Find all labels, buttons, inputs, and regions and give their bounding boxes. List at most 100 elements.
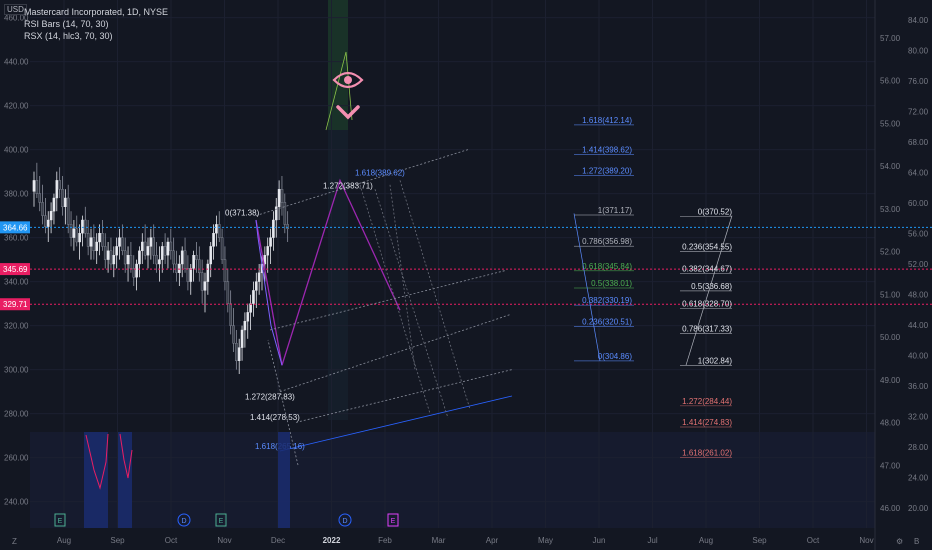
fib-level-label-right: 0(370.52) bbox=[698, 207, 733, 216]
candle bbox=[215, 224, 218, 234]
fib-level-label-right: 0.382(344.67) bbox=[682, 264, 732, 273]
candle bbox=[237, 347, 241, 362]
candle bbox=[269, 237, 272, 247]
candle bbox=[132, 268, 136, 278]
candle bbox=[115, 246, 118, 256]
candle bbox=[81, 219, 84, 234]
fib-level-label: 1(371.17) bbox=[598, 206, 633, 215]
y-right1-tick-label: 53.00 bbox=[880, 205, 901, 214]
y-left-tick-label: 360.00 bbox=[4, 234, 29, 243]
candle bbox=[138, 250, 141, 265]
y-right2-tick-label: 24.00 bbox=[908, 474, 929, 483]
x-tick-label: Apr bbox=[486, 536, 499, 545]
fib-level-label: 0.786(356.98) bbox=[582, 237, 632, 246]
pattern-leg bbox=[255, 219, 283, 366]
rsx-line bbox=[119, 433, 133, 479]
scale-mode-icon[interactable]: B bbox=[914, 537, 920, 546]
y-right1-tick-label: 49.00 bbox=[880, 376, 901, 385]
extension-label: 1.272(287.83) bbox=[245, 392, 295, 401]
y-left-tick-label: 300.00 bbox=[4, 366, 29, 375]
x-tick-label: Jun bbox=[593, 536, 606, 545]
projection-line bbox=[389, 184, 416, 370]
gear-icon[interactable]: ⚙ bbox=[896, 537, 904, 546]
candle bbox=[212, 232, 215, 247]
candle bbox=[172, 250, 175, 265]
candle bbox=[129, 254, 133, 269]
candle bbox=[75, 228, 79, 243]
candle bbox=[232, 325, 235, 344]
fib-level-label-right: 1.414(274.83) bbox=[682, 418, 732, 427]
y-right1-tick-label: 51.00 bbox=[880, 290, 901, 299]
candle bbox=[180, 250, 184, 265]
indicator-rsx[interactable]: RSX (14, hlc3, 70, 30) bbox=[24, 31, 113, 41]
fib-trend-line-right bbox=[685, 215, 733, 366]
y-right1-tick-label: 55.00 bbox=[880, 119, 901, 128]
candle bbox=[189, 268, 193, 282]
channel-line bbox=[269, 270, 506, 331]
y-right2-tick-label: 56.00 bbox=[908, 230, 929, 239]
price-badge-label: 345.69 bbox=[3, 265, 28, 274]
price-badge bbox=[0, 221, 30, 234]
y-right1-tick-label: 57.00 bbox=[880, 34, 901, 43]
timezone-icon[interactable]: Z bbox=[12, 537, 17, 546]
candle bbox=[118, 237, 121, 247]
candle bbox=[175, 263, 178, 274]
extension-label: 1.618(389.62) bbox=[355, 168, 405, 177]
x-tick-label: Aug bbox=[57, 536, 71, 545]
candle bbox=[44, 215, 47, 227]
symbol-title[interactable]: Mastercard Incorporated, 1D, NYSE bbox=[24, 7, 169, 17]
y-right1-tick-label: 46.00 bbox=[880, 504, 901, 513]
x-tick-label: Sep bbox=[110, 536, 125, 545]
x-tick-label: Mar bbox=[432, 536, 446, 545]
candle bbox=[64, 197, 67, 208]
candle bbox=[143, 241, 147, 256]
x-tick-label: Dec bbox=[271, 536, 285, 545]
x-tick-label: Aug bbox=[699, 536, 713, 545]
event-marker-label: E bbox=[391, 518, 396, 525]
y-right2-tick-label: 76.00 bbox=[908, 77, 929, 86]
fib-level-label-right: 1.272(284.44) bbox=[682, 397, 732, 406]
y-right1-tick-label: 48.00 bbox=[880, 419, 901, 428]
y-right2-tick-label: 44.00 bbox=[908, 321, 929, 330]
fib-level-label: 0.5(338.01) bbox=[591, 279, 632, 288]
candle bbox=[109, 250, 113, 265]
candle bbox=[38, 193, 41, 203]
candle bbox=[101, 232, 104, 247]
candle bbox=[277, 188, 281, 207]
currency-label[interactable]: USD bbox=[4, 4, 27, 15]
x-tick-label: Oct bbox=[165, 536, 178, 545]
x-tick-label: Sep bbox=[752, 536, 767, 545]
candle bbox=[274, 206, 278, 221]
harmonic-pattern bbox=[255, 178, 401, 366]
candle bbox=[220, 237, 224, 260]
rsi-signal-zone bbox=[118, 432, 132, 528]
candle bbox=[229, 303, 232, 326]
candle bbox=[123, 250, 127, 265]
candle bbox=[186, 268, 190, 282]
channel-line bbox=[295, 369, 513, 423]
candle bbox=[149, 237, 153, 247]
earnings-marker bbox=[215, 513, 227, 527]
candle bbox=[257, 272, 261, 282]
candle bbox=[246, 312, 250, 322]
x-tick-label: Oct bbox=[807, 536, 820, 545]
fib-level-label-right: 0.618(328.70) bbox=[682, 299, 732, 308]
indicator-rsi-bars[interactable]: RSI Bars (14, 70, 30) bbox=[24, 19, 109, 29]
candle bbox=[103, 246, 107, 260]
x-tick-label: May bbox=[538, 536, 553, 545]
fib-level-label-right: 0.236(354.55) bbox=[682, 243, 732, 252]
y-right2-tick-label: 60.00 bbox=[908, 199, 929, 208]
rsi-signal-zone bbox=[84, 432, 108, 528]
y-left-tick-label: 380.00 bbox=[4, 190, 29, 199]
candle bbox=[135, 263, 138, 278]
candle bbox=[200, 272, 204, 291]
x-tick-label: 2022 bbox=[323, 536, 341, 545]
chevron-down-icon bbox=[336, 105, 360, 120]
y-right2-tick-label: 84.00 bbox=[908, 16, 929, 25]
candle bbox=[252, 290, 255, 304]
x-tick-label: Nov bbox=[217, 536, 231, 545]
candle bbox=[106, 250, 110, 260]
y-left-tick-label: 240.00 bbox=[4, 498, 29, 507]
fib-level-label: 0.382(330.19) bbox=[582, 296, 632, 305]
